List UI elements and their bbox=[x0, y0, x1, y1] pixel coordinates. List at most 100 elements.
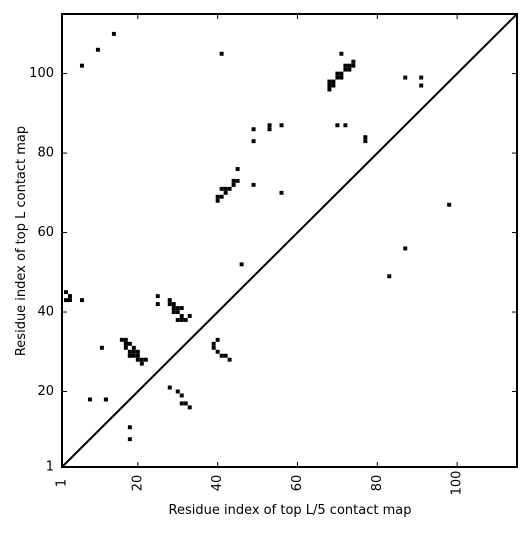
contact-point bbox=[215, 349, 220, 354]
contact-point bbox=[123, 337, 128, 342]
contact-point bbox=[219, 51, 224, 56]
diagonal-reference-line bbox=[61, 13, 518, 468]
contact-point bbox=[331, 79, 336, 84]
contact-point bbox=[419, 75, 424, 80]
contact-point bbox=[347, 63, 352, 68]
contact-point bbox=[179, 393, 184, 398]
contact-point bbox=[363, 139, 368, 144]
contact-point bbox=[227, 357, 232, 362]
x-tick-label: 40 bbox=[210, 475, 225, 492]
contact-point bbox=[343, 123, 348, 128]
contact-point bbox=[167, 302, 172, 307]
contact-point bbox=[179, 314, 184, 318]
contact-point bbox=[64, 298, 68, 303]
y-tick-label: 80 bbox=[37, 146, 54, 161]
contact-point bbox=[155, 302, 160, 307]
contact-point bbox=[119, 337, 124, 342]
y-tick-label: 100 bbox=[29, 66, 54, 81]
contact-point bbox=[79, 63, 84, 68]
contact-point bbox=[171, 306, 176, 311]
x-tick-label: 1 bbox=[55, 479, 70, 487]
contact-point bbox=[279, 123, 284, 128]
contact-point bbox=[64, 290, 68, 295]
contact-point bbox=[123, 341, 128, 346]
y-tick-label: 20 bbox=[37, 384, 54, 399]
y-axis-label: Residue index of top L contact map bbox=[14, 126, 29, 356]
contact-point bbox=[179, 401, 184, 406]
contact-point bbox=[183, 318, 188, 322]
contact-point bbox=[87, 397, 92, 402]
contact-point bbox=[339, 71, 344, 76]
contact-point bbox=[219, 186, 224, 191]
contact-point bbox=[279, 190, 284, 195]
contact-point bbox=[403, 246, 408, 251]
contact-point bbox=[103, 397, 108, 402]
contact-point bbox=[331, 83, 336, 88]
y-tick-label: 1 bbox=[46, 460, 54, 475]
x-tick-label: 100 bbox=[450, 471, 465, 496]
contact-point bbox=[79, 298, 84, 303]
contact-point bbox=[95, 47, 100, 52]
contact-point bbox=[327, 79, 332, 84]
contact-point bbox=[343, 67, 348, 72]
contact-point bbox=[135, 353, 140, 358]
contact-point bbox=[251, 182, 256, 187]
contact-point bbox=[135, 349, 140, 354]
contact-point bbox=[175, 306, 180, 311]
contact-point bbox=[267, 123, 272, 128]
contact-point bbox=[235, 167, 240, 171]
contact-point bbox=[131, 349, 136, 354]
contact-point bbox=[127, 341, 132, 346]
contact-point bbox=[175, 310, 180, 314]
contact-point bbox=[223, 186, 228, 191]
contact-point bbox=[111, 31, 116, 36]
contact-point bbox=[187, 314, 192, 318]
contact-point bbox=[187, 405, 192, 410]
contact-point bbox=[171, 310, 176, 314]
contact-point bbox=[251, 139, 256, 144]
contact-point bbox=[219, 194, 224, 199]
contact-point bbox=[339, 51, 344, 56]
contact-point bbox=[239, 262, 244, 267]
contact-point bbox=[231, 182, 236, 187]
contact-point bbox=[171, 302, 176, 307]
contact-point bbox=[68, 294, 72, 299]
contact-point bbox=[127, 437, 132, 442]
contact-point bbox=[339, 75, 344, 80]
contact-point bbox=[251, 127, 256, 132]
contact-point bbox=[179, 318, 184, 322]
contact-point bbox=[139, 357, 144, 362]
x-tick-label: 20 bbox=[130, 475, 145, 492]
contact-point bbox=[183, 401, 188, 406]
contact-point bbox=[335, 71, 340, 76]
contact-point bbox=[347, 67, 352, 72]
contact-point bbox=[175, 389, 180, 394]
contact-point bbox=[335, 123, 340, 128]
contact-point bbox=[363, 135, 368, 140]
contact-point bbox=[235, 178, 240, 183]
y-tick-label: 40 bbox=[37, 305, 54, 320]
x-axis-label: Residue index of top L/5 contact map bbox=[169, 503, 412, 518]
contact-point bbox=[139, 361, 144, 366]
contact-point bbox=[351, 59, 356, 64]
plot-frame bbox=[61, 13, 518, 468]
contact-point bbox=[167, 298, 172, 303]
contact-point bbox=[327, 87, 332, 92]
contact-point bbox=[343, 63, 348, 68]
contact-point bbox=[131, 345, 136, 350]
contact-point bbox=[131, 353, 136, 358]
contact-point bbox=[127, 349, 132, 354]
contact-point bbox=[351, 63, 356, 68]
contact-point bbox=[175, 318, 180, 322]
contact-point bbox=[155, 294, 160, 299]
marks-layer bbox=[64, 31, 452, 442]
contact-point bbox=[419, 83, 424, 88]
contact-point bbox=[143, 357, 148, 362]
contact-point bbox=[99, 345, 104, 350]
contact-point bbox=[167, 385, 172, 390]
x-tick-label: 60 bbox=[290, 475, 305, 492]
contact-point bbox=[219, 353, 224, 358]
contact-point bbox=[123, 345, 128, 350]
